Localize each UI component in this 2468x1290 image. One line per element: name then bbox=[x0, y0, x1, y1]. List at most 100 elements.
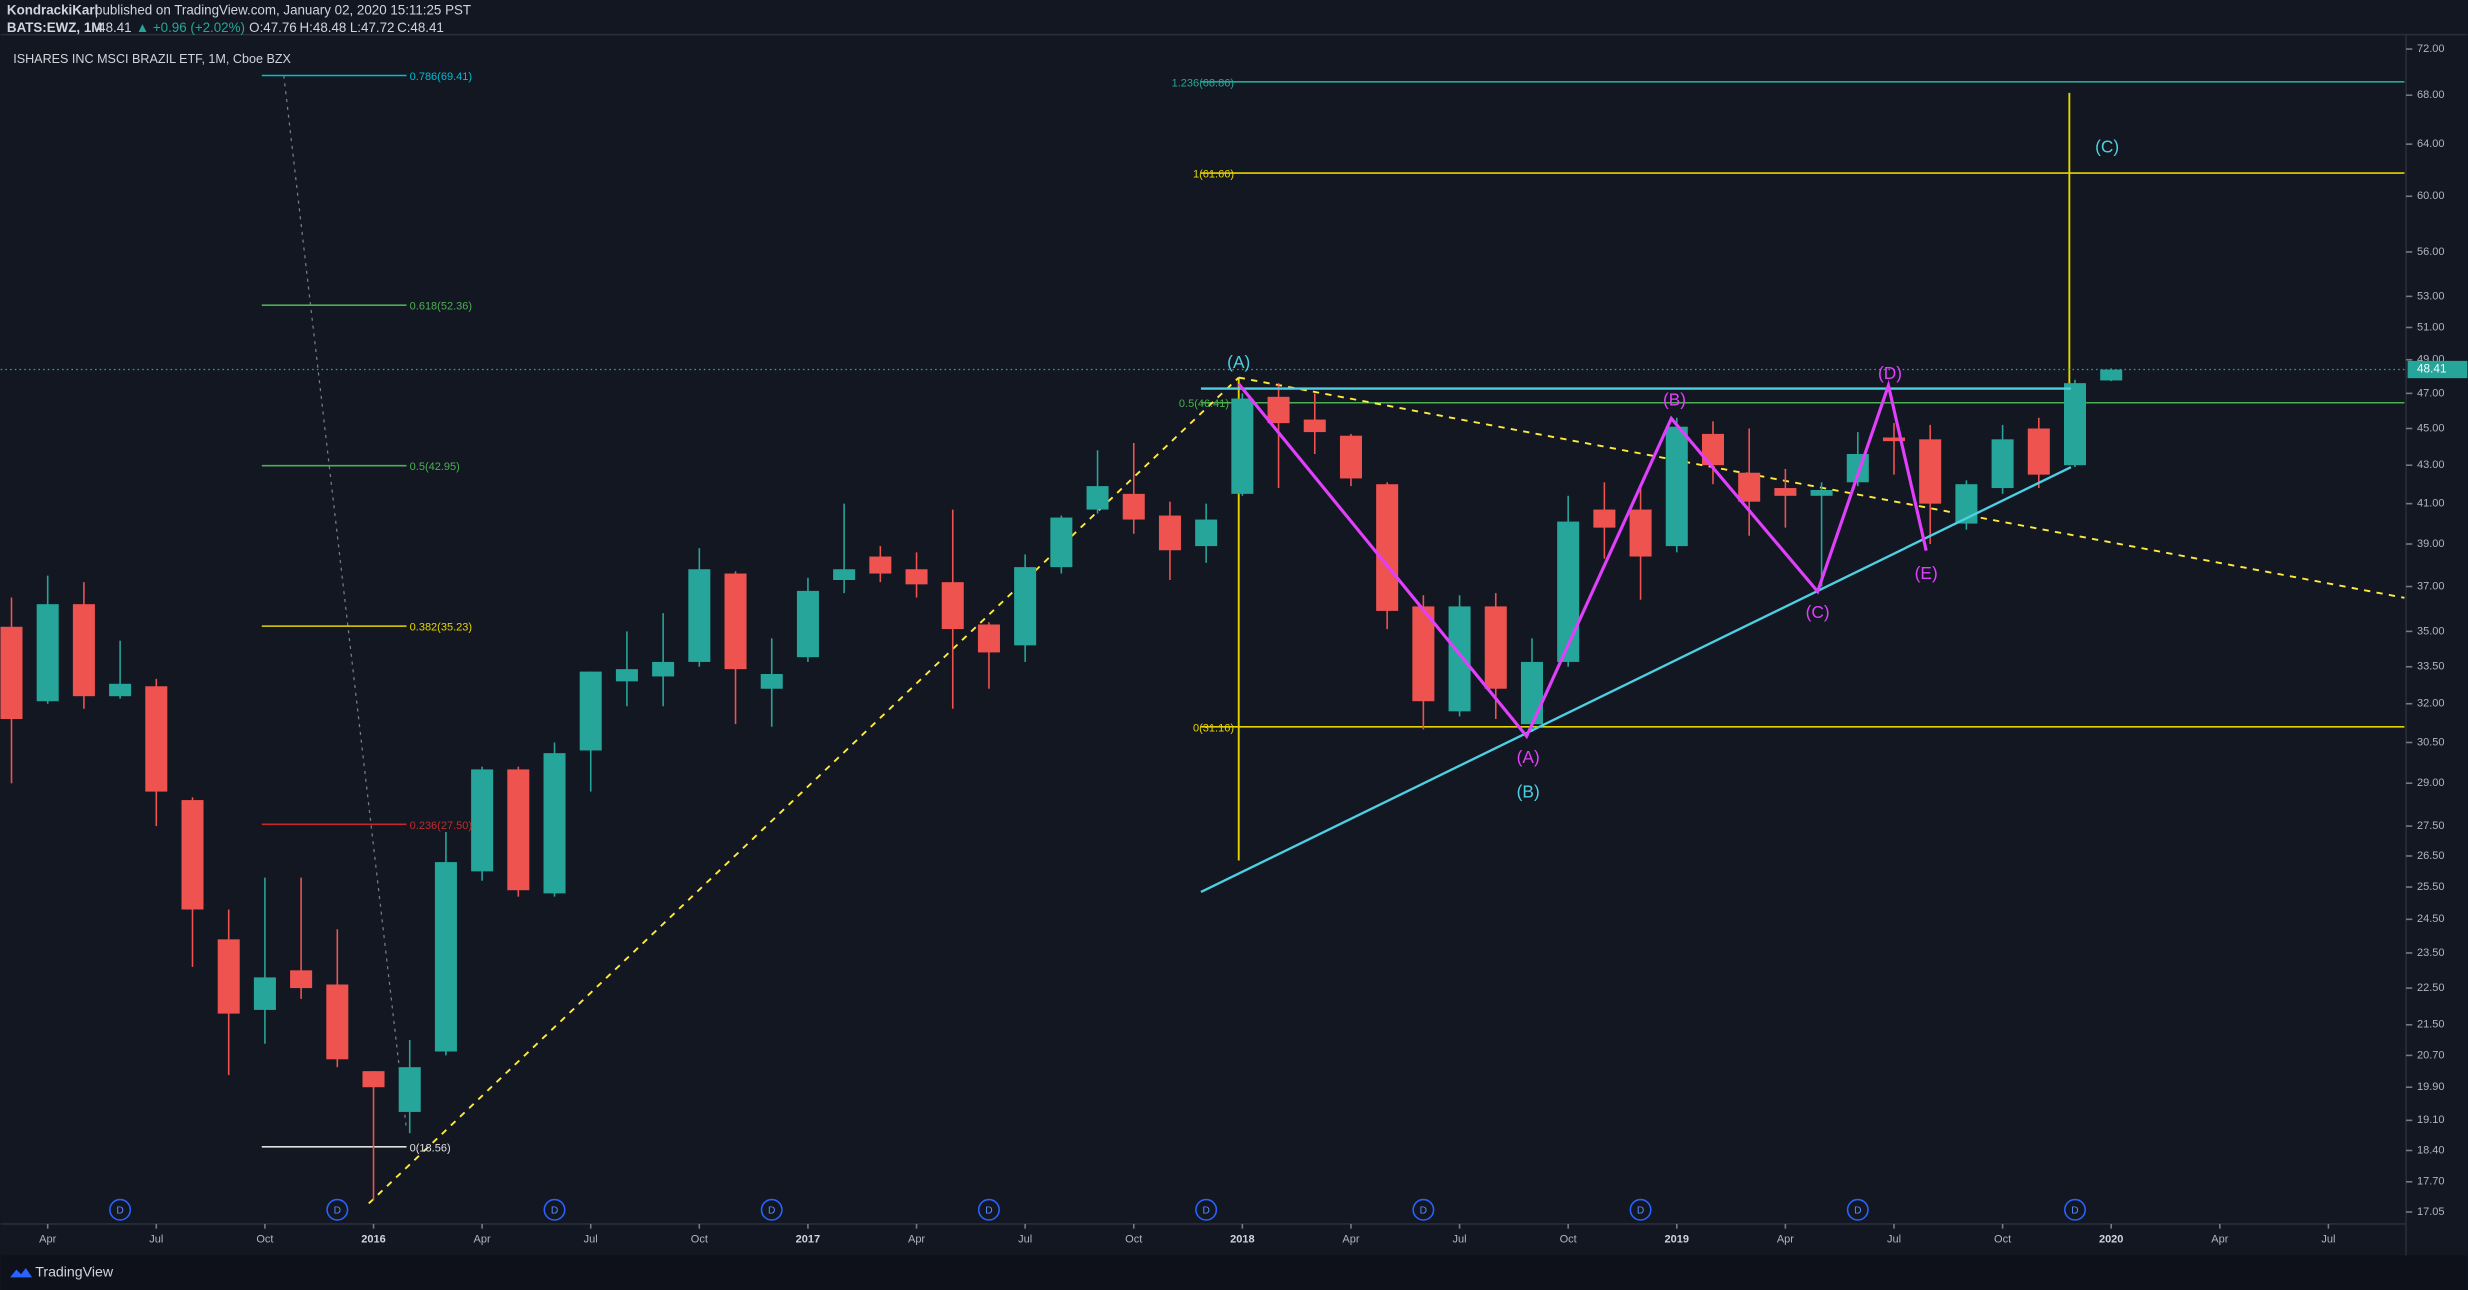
candle-body bbox=[0, 626, 23, 720]
symbol: BATS:EWZ, 1M bbox=[7, 20, 103, 35]
event-marker-label: D bbox=[1420, 1205, 1427, 1216]
chart-title: ISHARES INC MSCI BRAZIL ETF, 1M, Cboe BZ… bbox=[13, 52, 291, 66]
candle-body bbox=[145, 686, 168, 792]
candle-body bbox=[290, 970, 313, 989]
candle-body bbox=[941, 582, 964, 630]
candle-body bbox=[36, 604, 59, 702]
x-tick-label: Apr bbox=[1777, 1234, 1794, 1246]
change: ▲ +0.96 (+2.02%) bbox=[136, 20, 245, 35]
y-tick-label: 60.00 bbox=[2417, 190, 2445, 202]
fib-label: 0.786(69.41) bbox=[410, 71, 472, 83]
event-marker-label: D bbox=[551, 1205, 558, 1216]
candle-body bbox=[253, 977, 276, 1010]
y-tick-label: 29.00 bbox=[2417, 777, 2445, 789]
candle-body bbox=[1376, 484, 1399, 611]
price: 48.41 bbox=[98, 20, 131, 35]
event-marker bbox=[760, 1198, 783, 1221]
last-price-tag bbox=[2407, 360, 2468, 379]
x-tick-label: Jul bbox=[1453, 1234, 1467, 1246]
candle-body bbox=[652, 661, 675, 677]
y-tick-label: 47.00 bbox=[2417, 387, 2445, 399]
candle-body bbox=[1629, 509, 1652, 557]
y-tick-label: 68.00 bbox=[2417, 89, 2445, 101]
candle-body bbox=[1339, 435, 1362, 479]
fib-label: 1(61.66) bbox=[1193, 169, 1234, 181]
candle-body bbox=[1195, 519, 1218, 547]
y-tick-label: 37.00 bbox=[2417, 580, 2445, 592]
event-marker bbox=[1195, 1198, 1218, 1221]
x-tick-label: Apr bbox=[908, 1234, 925, 1246]
wave-label: (D) bbox=[1878, 363, 1902, 383]
candle-body bbox=[326, 984, 349, 1060]
x-tick-label: 2018 bbox=[1230, 1234, 1254, 1246]
candle-body bbox=[1738, 472, 1761, 502]
y-tick-label: 21.50 bbox=[2417, 1019, 2445, 1031]
candle-body bbox=[1810, 489, 1833, 496]
x-tick-label: Jul bbox=[2321, 1234, 2335, 1246]
event-marker bbox=[326, 1198, 349, 1221]
candle-body bbox=[1955, 484, 1978, 524]
candle-body bbox=[181, 800, 204, 910]
candle-body bbox=[1158, 515, 1181, 551]
y-tick-label: 53.00 bbox=[2417, 290, 2445, 302]
candle-body bbox=[1774, 488, 1797, 496]
y-tick-label: 17.05 bbox=[2417, 1206, 2445, 1218]
candle-body bbox=[579, 671, 602, 751]
event-marker bbox=[1629, 1198, 1652, 1221]
y-tick-label: 17.70 bbox=[2417, 1176, 2445, 1188]
candle-body bbox=[72, 604, 95, 697]
y-tick-label: 23.50 bbox=[2417, 947, 2445, 959]
overlays bbox=[1200, 379, 2072, 894]
wave-zigzag bbox=[1237, 379, 1928, 740]
candle-body bbox=[398, 1067, 421, 1112]
event-marker bbox=[109, 1198, 132, 1221]
candle-body bbox=[1448, 606, 1471, 712]
wave-label: (B) bbox=[1517, 781, 1540, 801]
brand[interactable]: TradingView bbox=[35, 1263, 114, 1279]
y-tick-label: 51.00 bbox=[2417, 321, 2445, 333]
event-marker-label: D bbox=[334, 1205, 341, 1216]
wave-label: (B) bbox=[1663, 390, 1686, 410]
published: published on TradingView.com, January 02… bbox=[95, 3, 471, 18]
candle-body bbox=[543, 753, 566, 894]
candle-body bbox=[2063, 383, 2087, 466]
candle-body bbox=[905, 569, 928, 585]
candle-body bbox=[760, 674, 783, 689]
fib-label: 0.236(27.50) bbox=[410, 820, 472, 832]
candle-body bbox=[217, 939, 240, 1014]
x-tick-label: Jul bbox=[1018, 1234, 1032, 1246]
author: KondrackiKarl bbox=[7, 3, 98, 18]
fib-label: 0(31.16) bbox=[1193, 722, 1234, 734]
event-marker bbox=[2063, 1198, 2087, 1221]
y-tick-label: 18.40 bbox=[2417, 1144, 2445, 1156]
labels: KondrackiKarl published on TradingView.c… bbox=[7, 3, 2468, 1279]
candle-body bbox=[796, 590, 819, 658]
candle-body bbox=[1919, 439, 1942, 504]
event-marker-label: D bbox=[116, 1205, 123, 1216]
wave-label: (A) bbox=[1227, 352, 1250, 372]
y-tick-label: 30.50 bbox=[2417, 736, 2445, 748]
candle-body bbox=[1882, 437, 1906, 442]
event-marker-label: D bbox=[1202, 1205, 1209, 1216]
candle-body bbox=[1050, 517, 1073, 568]
y-tick-label: 20.70 bbox=[2417, 1049, 2445, 1061]
candle-body bbox=[1014, 567, 1037, 646]
candle-body bbox=[1231, 398, 1254, 494]
x-tick-label: Jul bbox=[149, 1234, 163, 1246]
x-tick-label: 2017 bbox=[796, 1234, 820, 1246]
ohlc-open: O:47.76 bbox=[249, 20, 297, 35]
candle-body bbox=[1412, 606, 1435, 702]
fib-label: 0.382(35.23) bbox=[410, 622, 472, 634]
x-tick-label: Oct bbox=[1560, 1234, 1577, 1246]
y-tick-label: 24.50 bbox=[2417, 913, 2445, 925]
event-marker-label: D bbox=[985, 1205, 992, 1216]
y-tick-label: 45.00 bbox=[2417, 422, 2445, 434]
footer-bar bbox=[0, 1255, 2468, 1290]
candle-body bbox=[1701, 433, 1724, 466]
candle-body bbox=[1593, 509, 1616, 528]
event-marker-label: D bbox=[768, 1205, 775, 1216]
y-tick-label: 43.00 bbox=[2417, 459, 2445, 471]
wave-label: (E) bbox=[1915, 563, 1938, 583]
